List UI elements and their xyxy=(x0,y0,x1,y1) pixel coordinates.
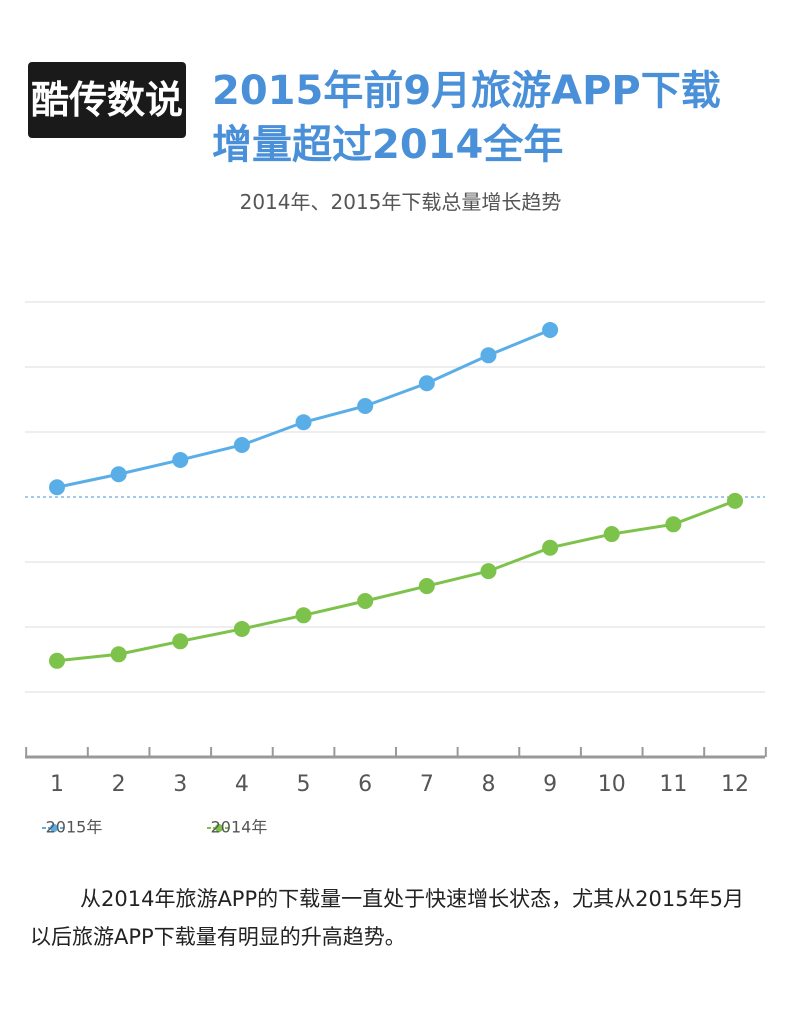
x-tick-label: 2 xyxy=(112,772,126,797)
logo: 酷传数说 xyxy=(28,62,186,138)
data-point xyxy=(233,437,250,453)
data-point xyxy=(357,593,374,609)
data-point xyxy=(542,539,559,556)
data-point xyxy=(418,375,435,392)
x-tick-label: 1 xyxy=(50,772,64,797)
data-point xyxy=(110,646,127,663)
data-point xyxy=(49,652,65,669)
data-point xyxy=(727,492,743,509)
series-line xyxy=(56,499,736,663)
title-line: 增量超过2014全年 xyxy=(212,122,564,168)
title-line: 2015年前9月旅游APP下载 xyxy=(212,68,721,114)
data-point xyxy=(603,526,620,543)
x-tick-label: 4 xyxy=(235,772,249,797)
data-point xyxy=(233,620,250,637)
x-tick-label: 3 xyxy=(173,772,187,797)
data-point xyxy=(295,607,312,624)
data-point xyxy=(172,451,189,468)
x-tick-label: 6 xyxy=(358,772,372,797)
data-point xyxy=(172,633,189,650)
data-point xyxy=(542,321,559,338)
data-point xyxy=(49,479,65,496)
legend-label: 2014年 xyxy=(211,818,268,837)
series-line xyxy=(56,328,551,489)
x-tick-label: 5 xyxy=(297,772,311,797)
data-point xyxy=(110,466,127,483)
x-tick-label: 11 xyxy=(659,772,687,797)
legend-marker xyxy=(215,824,223,832)
data-point xyxy=(480,347,497,364)
data-point xyxy=(418,578,435,595)
subtitle: 2014年、2015年下载总量增长趋势 xyxy=(239,190,562,214)
data-point xyxy=(295,414,312,431)
x-tick-label: 7 xyxy=(420,772,434,797)
data-point xyxy=(665,516,682,533)
data-point xyxy=(357,398,374,414)
data-point xyxy=(480,563,497,580)
x-tick-label: 8 xyxy=(481,772,495,797)
x-tick-label: 10 xyxy=(598,772,626,797)
x-tick-label: 12 xyxy=(721,772,749,797)
x-tick-label: 9 xyxy=(543,772,557,797)
legend-label: 2015年 xyxy=(46,818,103,837)
footer-text: 从2014年旅游APP的下载量一直处于快速增长状态，尤其从2015年5月以后旅游… xyxy=(30,887,744,949)
legend-marker xyxy=(50,824,58,832)
